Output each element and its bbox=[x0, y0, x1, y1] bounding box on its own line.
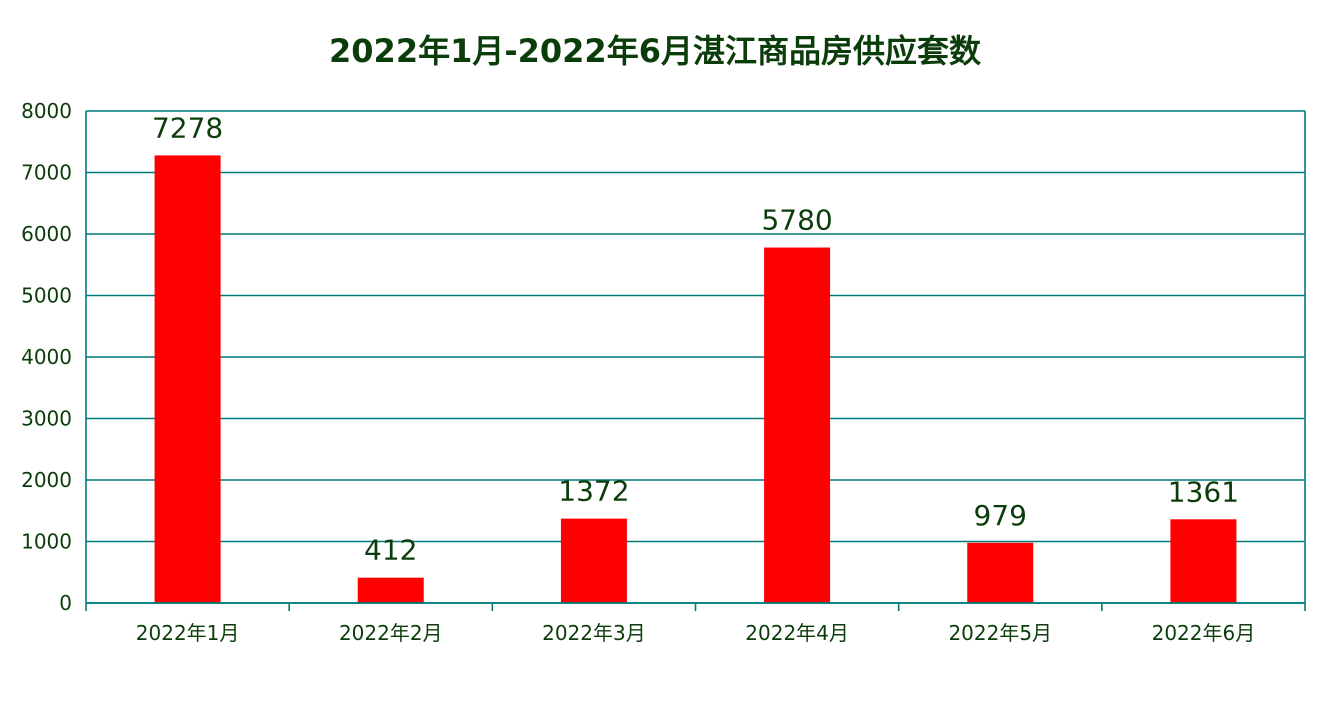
bar bbox=[967, 542, 1034, 603]
gridlines bbox=[86, 110, 1305, 604]
y-tick-label: 2000 bbox=[21, 468, 72, 492]
data-label: 979 bbox=[974, 499, 1027, 532]
labels: 0 1000 2000 3000 4000 5000 6000 7000 8000 7278 202… bbox=[21, 99, 1255, 645]
x-tick-label: 2022年6月 bbox=[1152, 621, 1256, 645]
x-tick-label: 2022年2月 bbox=[339, 621, 443, 645]
bar bbox=[1170, 519, 1237, 603]
y-tick-label: 6000 bbox=[21, 222, 72, 246]
data-label: 5780 bbox=[761, 204, 832, 237]
bar bbox=[764, 247, 831, 603]
bar bbox=[357, 577, 424, 603]
bar bbox=[154, 155, 221, 603]
y-tick-label: 4000 bbox=[21, 345, 72, 369]
bar bbox=[560, 518, 627, 603]
data-label: 1372 bbox=[558, 475, 629, 508]
x-tick-label: 2022年1月 bbox=[136, 621, 240, 645]
y-tick-label: 0 bbox=[59, 591, 72, 615]
y-tick-label: 5000 bbox=[21, 284, 72, 308]
data-label: 1361 bbox=[1168, 475, 1239, 508]
y-tick-label: 3000 bbox=[21, 407, 72, 431]
bars bbox=[154, 155, 1237, 603]
x-tick-label: 2022年4月 bbox=[745, 621, 849, 645]
y-tick-label: 7000 bbox=[21, 161, 72, 185]
data-label: 412 bbox=[364, 534, 417, 567]
x-tick-label: 2022年5月 bbox=[948, 621, 1052, 645]
chart-title: 2022年1月-2022年6月湛江商品房供应套数 bbox=[329, 32, 981, 70]
data-label: 7278 bbox=[152, 111, 223, 144]
y-tick-label: 1000 bbox=[21, 530, 72, 554]
x-tick-label: 2022年3月 bbox=[542, 621, 646, 645]
y-tick-label: 8000 bbox=[21, 99, 72, 123]
axes bbox=[85, 111, 1306, 611]
